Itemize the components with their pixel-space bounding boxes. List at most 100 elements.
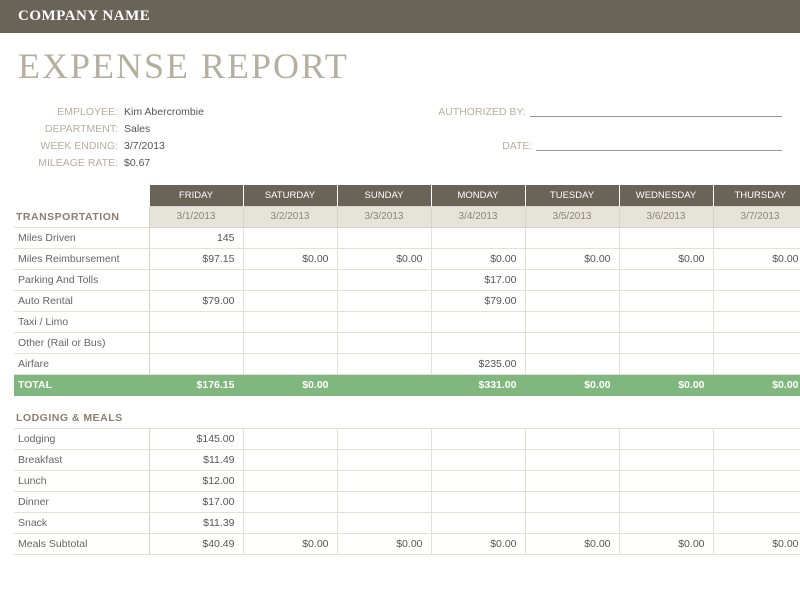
cell[interactable] xyxy=(431,332,525,353)
cell[interactable] xyxy=(619,269,713,290)
cell[interactable] xyxy=(431,512,525,533)
cell[interactable] xyxy=(337,428,431,449)
cell[interactable]: $0.00 xyxy=(713,248,800,269)
cell[interactable]: $17.00 xyxy=(431,269,525,290)
week-ending-label: WEEK ENDING: xyxy=(18,140,124,152)
cell[interactable] xyxy=(243,269,337,290)
cell[interactable] xyxy=(243,449,337,470)
cell[interactable] xyxy=(619,227,713,248)
row-label: Other (Rail or Bus) xyxy=(14,332,149,353)
cell[interactable] xyxy=(525,470,619,491)
cell[interactable] xyxy=(149,353,243,374)
cell[interactable] xyxy=(525,311,619,332)
date-header: 3/3/2013 xyxy=(337,207,431,228)
cell[interactable] xyxy=(525,449,619,470)
cell[interactable] xyxy=(713,332,800,353)
cell[interactable] xyxy=(619,491,713,512)
cell[interactable]: 145 xyxy=(149,227,243,248)
cell[interactable] xyxy=(713,470,800,491)
week-ending-value: 3/7/2013 xyxy=(124,140,165,152)
cell[interactable] xyxy=(431,470,525,491)
cell[interactable] xyxy=(619,332,713,353)
cell[interactable] xyxy=(337,311,431,332)
cell[interactable] xyxy=(431,428,525,449)
row-label: Airfare xyxy=(14,353,149,374)
cell[interactable] xyxy=(619,428,713,449)
cell[interactable] xyxy=(619,290,713,311)
cell[interactable] xyxy=(337,512,431,533)
cell[interactable] xyxy=(713,512,800,533)
cell[interactable] xyxy=(525,269,619,290)
cell[interactable] xyxy=(713,227,800,248)
cell[interactable]: $0.00 xyxy=(619,248,713,269)
date-header: 3/2/2013 xyxy=(243,207,337,228)
cell[interactable] xyxy=(525,332,619,353)
cell[interactable]: $79.00 xyxy=(149,290,243,311)
cell[interactable] xyxy=(619,449,713,470)
cell[interactable]: $0.00 xyxy=(243,248,337,269)
cell[interactable] xyxy=(337,269,431,290)
cell[interactable] xyxy=(713,491,800,512)
cell[interactable] xyxy=(337,227,431,248)
cell[interactable] xyxy=(713,449,800,470)
cell[interactable] xyxy=(619,470,713,491)
date-header: 3/7/2013 xyxy=(713,207,800,228)
row-label: Parking And Tolls xyxy=(14,269,149,290)
cell[interactable] xyxy=(243,470,337,491)
total-cell: $0.00 xyxy=(713,533,800,554)
cell[interactable] xyxy=(619,353,713,374)
cell[interactable] xyxy=(713,353,800,374)
cell[interactable]: $235.00 xyxy=(431,353,525,374)
transportation-header: TRANSPORTATION xyxy=(14,207,149,228)
cell[interactable] xyxy=(713,290,800,311)
authorized-by-line xyxy=(530,106,782,117)
cell[interactable] xyxy=(337,353,431,374)
total-cell: $0.00 xyxy=(619,374,713,395)
cell[interactable] xyxy=(243,353,337,374)
cell[interactable] xyxy=(713,311,800,332)
cell[interactable]: $11.39 xyxy=(149,512,243,533)
cell[interactable] xyxy=(525,290,619,311)
cell[interactable] xyxy=(149,311,243,332)
cell[interactable]: $0.00 xyxy=(431,248,525,269)
cell[interactable] xyxy=(713,269,800,290)
cell[interactable] xyxy=(525,227,619,248)
day-header: FRIDAY xyxy=(149,185,243,207)
cell[interactable] xyxy=(713,428,800,449)
cell[interactable] xyxy=(243,428,337,449)
cell[interactable] xyxy=(525,491,619,512)
cell[interactable] xyxy=(525,512,619,533)
cell[interactable] xyxy=(525,428,619,449)
cell[interactable]: $0.00 xyxy=(525,248,619,269)
cell[interactable] xyxy=(431,227,525,248)
cell[interactable] xyxy=(337,449,431,470)
cell[interactable] xyxy=(149,332,243,353)
cell[interactable]: $0.00 xyxy=(337,248,431,269)
cell[interactable] xyxy=(431,491,525,512)
cell[interactable] xyxy=(619,311,713,332)
cell[interactable] xyxy=(243,512,337,533)
cell[interactable] xyxy=(619,512,713,533)
cell[interactable] xyxy=(243,290,337,311)
cell[interactable] xyxy=(149,269,243,290)
cell[interactable] xyxy=(525,353,619,374)
cell[interactable] xyxy=(431,311,525,332)
cell[interactable]: $12.00 xyxy=(149,470,243,491)
row-label: Taxi / Limo xyxy=(14,311,149,332)
cell[interactable] xyxy=(243,227,337,248)
cell[interactable] xyxy=(243,311,337,332)
cell[interactable]: $17.00 xyxy=(149,491,243,512)
cell[interactable] xyxy=(431,449,525,470)
cell[interactable] xyxy=(243,332,337,353)
row-label: Lunch xyxy=(14,470,149,491)
date-header: 3/4/2013 xyxy=(431,207,525,228)
cell[interactable]: $97.15 xyxy=(149,248,243,269)
cell[interactable]: $79.00 xyxy=(431,290,525,311)
cell[interactable]: $11.49 xyxy=(149,449,243,470)
cell[interactable] xyxy=(337,332,431,353)
cell[interactable] xyxy=(337,470,431,491)
cell[interactable]: $145.00 xyxy=(149,428,243,449)
cell[interactable] xyxy=(337,290,431,311)
cell[interactable] xyxy=(243,491,337,512)
cell[interactable] xyxy=(337,491,431,512)
